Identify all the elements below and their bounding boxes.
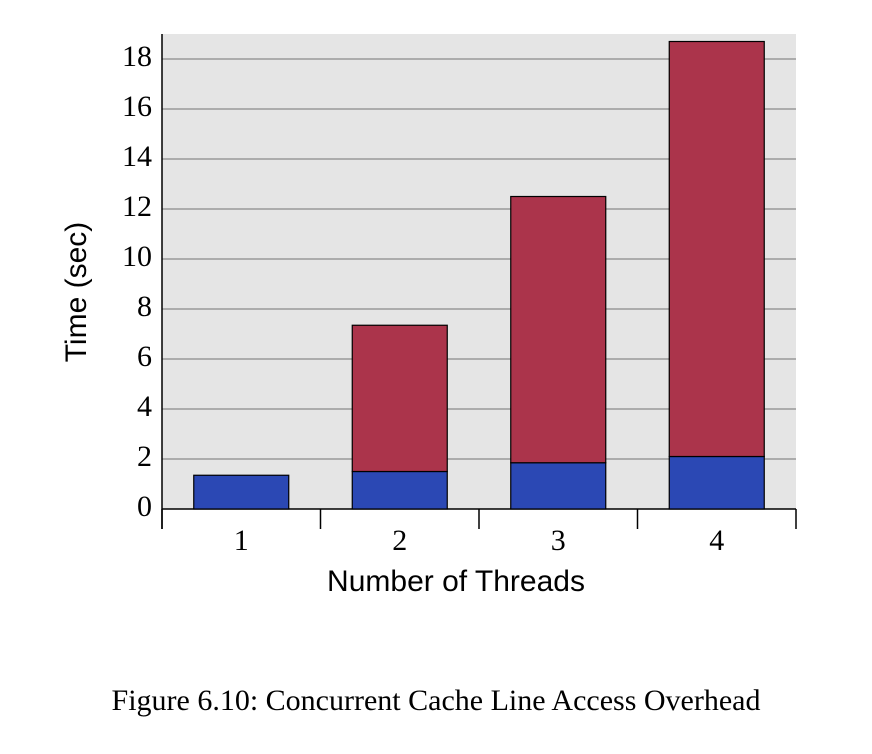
y-tick-label: 14 (122, 140, 152, 173)
bar-segment (510, 195, 607, 464)
bar-segment (668, 40, 765, 458)
y-tick-label: 0 (137, 490, 152, 523)
y-tick-label: 16 (122, 90, 152, 123)
y-tick-label: 4 (137, 390, 152, 423)
figure-caption: Figure 6.10: Concurrent Cache Line Acces… (112, 684, 761, 717)
y-tick-label: 8 (137, 290, 152, 323)
x-tick-label: 1 (234, 524, 249, 557)
x-tick-label: 3 (551, 524, 566, 557)
y-tick-label: 6 (137, 340, 152, 373)
bar-segment (351, 324, 448, 473)
x-axis-title: Number of Threads (327, 565, 585, 598)
y-axis-title: Time (sec) (60, 222, 93, 363)
y-tick-label: 18 (122, 40, 152, 73)
bar-segment (351, 470, 448, 510)
x-tick-label: 4 (709, 524, 724, 557)
bar-segment (510, 462, 607, 510)
y-tick-label: 10 (122, 240, 152, 273)
y-tick-label: 12 (122, 190, 152, 223)
y-tick-label: 2 (137, 440, 152, 473)
bar-segment (193, 474, 290, 510)
x-tick-label: 2 (392, 524, 407, 557)
bar-segment (668, 455, 765, 510)
